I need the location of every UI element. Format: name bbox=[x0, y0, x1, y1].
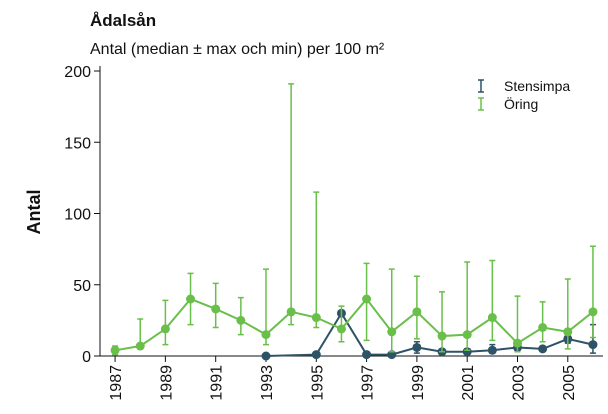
point bbox=[261, 330, 271, 340]
legend-icon bbox=[478, 97, 484, 111]
x-tick-label: 2001 bbox=[460, 365, 477, 401]
point bbox=[336, 324, 346, 334]
error-bar bbox=[489, 259, 496, 342]
y-axis-label: Antal bbox=[24, 190, 44, 235]
point bbox=[538, 344, 548, 354]
x-tick-label: 1997 bbox=[360, 365, 377, 401]
point bbox=[412, 307, 422, 317]
x-tick-label: 1995 bbox=[309, 365, 326, 401]
point bbox=[311, 350, 321, 360]
error-bar bbox=[313, 191, 320, 329]
point bbox=[362, 350, 372, 360]
error-bar bbox=[589, 245, 596, 339]
error-bar bbox=[388, 268, 395, 353]
legend-label: Stensimpa bbox=[504, 78, 570, 94]
point bbox=[110, 345, 120, 355]
y-tick-label: 0 bbox=[82, 349, 91, 366]
point bbox=[512, 338, 522, 348]
point bbox=[135, 341, 145, 351]
point bbox=[563, 327, 573, 337]
y-tick-label: 100 bbox=[64, 207, 91, 224]
x-tick-label: 2003 bbox=[510, 365, 527, 401]
point bbox=[387, 327, 397, 337]
point bbox=[286, 307, 296, 317]
point bbox=[186, 294, 196, 304]
point bbox=[538, 323, 548, 332]
x-tick-label: 1987 bbox=[108, 365, 125, 401]
error-bar bbox=[162, 299, 169, 346]
point bbox=[588, 340, 598, 350]
chart-subtitle: Antal (median ± max och min) per 100 m² bbox=[90, 41, 385, 58]
error-bar bbox=[539, 301, 546, 343]
point bbox=[487, 313, 497, 323]
point bbox=[412, 342, 422, 352]
point bbox=[362, 294, 372, 304]
x-tick-label: 1999 bbox=[410, 365, 427, 401]
point bbox=[437, 331, 447, 341]
error-bar bbox=[338, 305, 345, 343]
legend-icon bbox=[478, 79, 484, 93]
error-bar bbox=[564, 278, 571, 350]
point bbox=[462, 347, 472, 357]
point bbox=[261, 351, 271, 361]
point bbox=[588, 307, 598, 317]
legend-label: Öring bbox=[504, 95, 538, 112]
point bbox=[487, 345, 497, 355]
x-tick-label: 1991 bbox=[209, 365, 226, 401]
x-tick-label: 1989 bbox=[158, 365, 175, 401]
error-bar bbox=[439, 291, 446, 353]
y-tick-label: 150 bbox=[64, 135, 91, 152]
y-tick-label: 200 bbox=[64, 64, 91, 81]
point bbox=[160, 324, 170, 334]
x-tick-label: 1993 bbox=[259, 365, 276, 401]
point bbox=[236, 315, 246, 325]
series-line bbox=[114, 297, 594, 352]
point bbox=[311, 313, 321, 323]
point bbox=[462, 330, 472, 340]
point bbox=[211, 304, 221, 314]
y-tick-label: 50 bbox=[73, 278, 91, 295]
error-bar bbox=[288, 83, 295, 326]
x-tick-label: 2005 bbox=[561, 365, 578, 401]
chart-title: Ådalsån bbox=[90, 11, 156, 30]
